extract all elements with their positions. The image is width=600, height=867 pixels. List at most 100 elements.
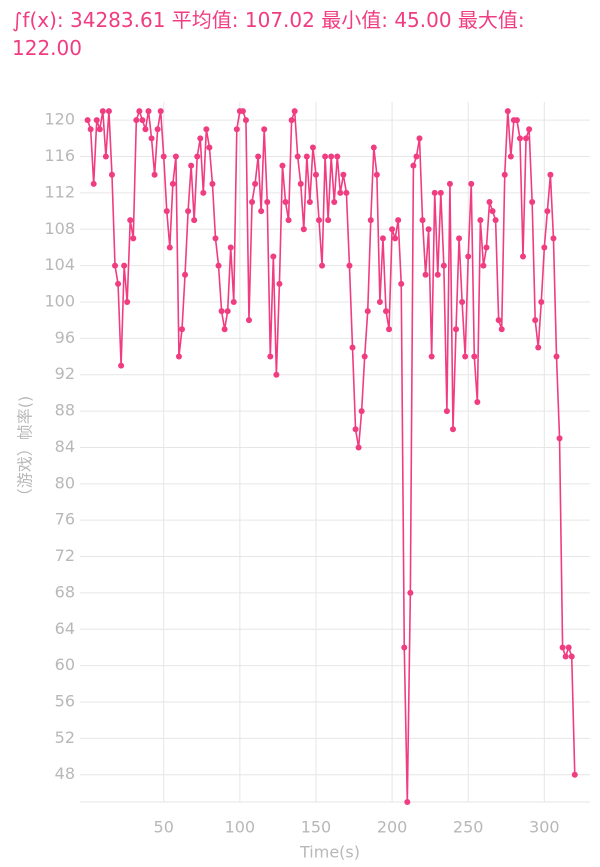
point [431,189,438,196]
point [322,153,329,160]
point [148,135,155,142]
point [422,271,429,278]
point [328,153,335,160]
point [416,135,423,142]
point [352,426,359,433]
point [556,435,563,442]
point [288,117,295,124]
point [486,199,493,205]
point [471,353,478,360]
point [547,171,554,178]
point [398,280,405,287]
y-tick-label: 56 [55,692,75,711]
point [337,189,344,196]
point [297,180,304,187]
point [437,189,444,196]
point [349,344,356,351]
point [151,171,158,178]
point [489,208,496,215]
point [105,108,112,115]
point [209,180,216,187]
point [477,217,484,224]
point [249,199,256,205]
point [334,153,341,160]
point [465,253,472,260]
point [562,653,569,660]
point [206,144,213,151]
y-tick-label: 76 [55,510,75,529]
point [355,444,362,451]
point [124,299,131,305]
point [392,235,399,242]
point [197,135,204,142]
point [303,153,310,160]
point [279,162,286,169]
point [319,262,326,269]
x-tick-label: 250 [453,818,484,837]
point [291,108,298,115]
point [370,144,377,151]
y-tick-label: 108 [44,219,75,238]
point [367,217,374,224]
point [163,208,170,215]
point [541,244,548,251]
y-tick-label: 96 [55,328,75,347]
point [169,180,176,187]
point [504,108,511,115]
y-tick-label: 60 [55,655,75,674]
point [242,117,249,124]
point [373,171,380,178]
point [480,262,487,269]
point [459,299,466,305]
point [568,653,575,660]
point [264,199,271,205]
point [142,126,149,133]
point [115,280,122,287]
point [102,153,109,160]
point [413,153,420,160]
point [157,108,164,115]
point [139,117,146,124]
point [559,644,566,651]
point [474,399,481,405]
point [194,153,201,160]
point [535,344,542,351]
point [136,108,143,115]
point [376,299,383,305]
point [456,235,463,242]
point [282,199,289,205]
point [538,299,545,305]
point [252,180,259,187]
point [96,126,103,133]
point [346,262,353,269]
point [130,235,137,242]
y-tick-label: 88 [55,401,75,420]
point [270,253,277,260]
point [331,199,338,205]
point [498,326,505,333]
y-tick-label: 48 [55,764,75,783]
point [294,153,301,160]
point [550,235,557,242]
line [86,108,576,803]
point [386,326,393,333]
point [182,271,189,278]
point [255,153,262,160]
point [306,199,313,205]
x-axis-label: Time(s) [299,843,360,862]
y-tick-label: 104 [44,255,75,274]
point [245,317,252,324]
point [133,117,140,124]
point [276,280,283,287]
point [358,408,365,415]
point [99,108,106,115]
point [127,217,134,224]
point [233,126,240,133]
point [383,308,389,315]
point [516,135,523,142]
y-tick-label: 72 [55,546,75,565]
point [340,171,347,178]
point [203,126,210,133]
y-tick-label: 112 [44,182,75,201]
point [553,353,560,360]
